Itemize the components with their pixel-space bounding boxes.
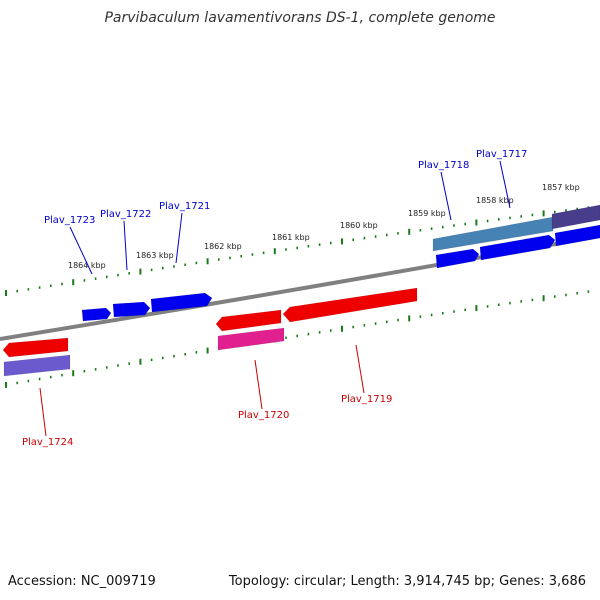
- scale-label: 1857 kbp: [542, 183, 580, 192]
- gene-features: [2, 204, 600, 377]
- label-leader-line: [39, 387, 47, 437]
- scale-labels: 1864 kbp 1863 kbp 1862 kbp 1861 kbp 1860 kbp…: [68, 183, 580, 270]
- gene-plav-1717: [479, 234, 556, 261]
- scale-label: 1859 kbp: [408, 209, 446, 218]
- label-leader-line: [123, 220, 128, 271]
- gene-plav-1718: [435, 248, 480, 269]
- gene-label: Plav_1721: [159, 201, 210, 212]
- scale-label: 1862 kbp: [204, 242, 242, 251]
- gene-label: Plav_1723: [44, 215, 95, 226]
- label-leader-line: [355, 344, 365, 394]
- map-title: Parvibaculum lavamentivorans DS-1, compl…: [104, 10, 496, 26]
- gene-plav-1721: [150, 292, 213, 313]
- label-leader-line: [440, 171, 452, 221]
- genome-summary-text: Topology: circular; Length: 3,914,745 bp…: [228, 574, 586, 589]
- cds-plav-1724: [3, 354, 71, 377]
- gene-label: Plav_1720: [238, 410, 289, 421]
- gene-label: Plav_1719: [341, 394, 392, 405]
- label-leader-line: [175, 212, 183, 264]
- gene-label: Plav_1718: [418, 160, 469, 171]
- scale-label: 1864 kbp: [68, 261, 106, 270]
- cds-right-edge: [551, 204, 600, 230]
- scale-label: 1861 kbp: [272, 233, 310, 242]
- label-leader-line: [69, 226, 93, 275]
- gene-plav-1719: [282, 287, 418, 323]
- gene-label: Plav_1717: [476, 149, 527, 160]
- gene-plav-1722: [112, 301, 151, 318]
- label-leader-line: [254, 359, 263, 410]
- cds-plav-1720: [217, 327, 285, 351]
- scale-label: 1860 kbp: [340, 221, 378, 230]
- label-leader-line: [499, 160, 511, 209]
- gene-plav-1724: [2, 337, 69, 358]
- scale-label: 1858 kbp: [476, 196, 514, 205]
- gene-labels: Plav_1723 Plav_1722 Plav_1721 Plav_1718 Plav…: [22, 149, 527, 448]
- gene-label: Plav_1724: [22, 437, 73, 448]
- gene-right-edge: [554, 224, 600, 247]
- accession-text: Accession: NC_009719: [8, 574, 156, 589]
- scale-label: 1863 kbp: [136, 251, 174, 260]
- gene-plav-1723: [81, 307, 112, 322]
- cds-plav-1718-1717: [432, 216, 554, 252]
- scale-ticks-lower: [5, 290, 590, 388]
- gene-label: Plav_1722: [100, 209, 151, 220]
- gene-plav-1720: [215, 309, 282, 332]
- scale-ticks-upper: [5, 206, 590, 296]
